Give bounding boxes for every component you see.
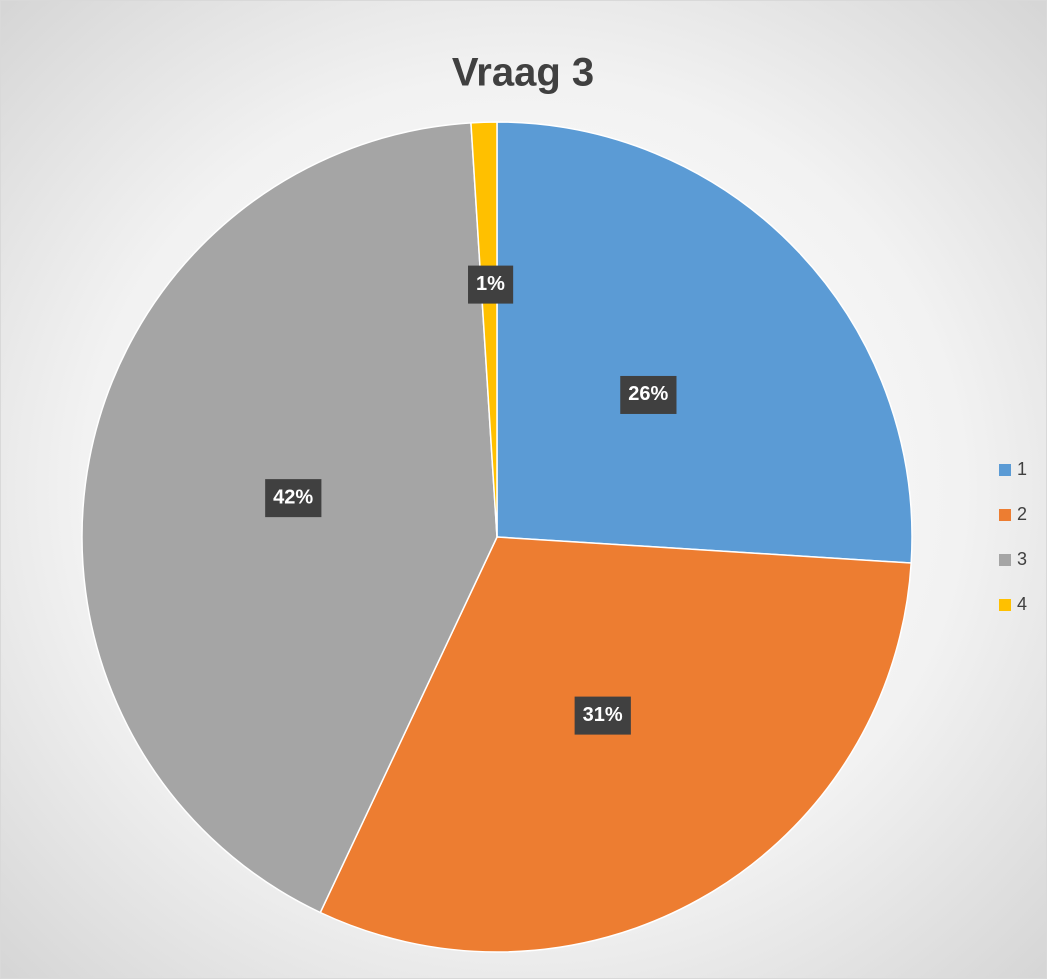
pie-slice — [81, 122, 498, 914]
data-label-box — [468, 265, 514, 304]
data-label-text: 26% — [628, 383, 668, 405]
data-label-box — [574, 696, 631, 735]
data-label: 42% — [265, 479, 322, 518]
chart-title: Vraag 3 — [452, 51, 594, 95]
data-label-text: 42% — [273, 486, 313, 508]
data-label: 26% — [620, 375, 677, 414]
legend-swatch — [999, 464, 1011, 476]
legend-swatch — [999, 554, 1011, 566]
legend-swatch — [999, 599, 1011, 611]
data-label: 1% — [468, 265, 514, 304]
legend-label: 3 — [1017, 549, 1027, 569]
legend-swatch — [999, 509, 1011, 521]
data-label-box — [265, 479, 322, 518]
data-label-text: 31% — [583, 704, 623, 726]
pie-slice — [470, 121, 498, 538]
legend-label: 1 — [1017, 459, 1027, 479]
data-label-text: 1% — [476, 273, 505, 295]
legend-label: 4 — [1017, 594, 1027, 614]
legend-label: 2 — [1017, 504, 1027, 524]
data-label-box — [620, 375, 677, 414]
pie-slice — [319, 536, 912, 953]
pie-slice — [496, 121, 913, 564]
data-label: 31% — [574, 696, 631, 735]
